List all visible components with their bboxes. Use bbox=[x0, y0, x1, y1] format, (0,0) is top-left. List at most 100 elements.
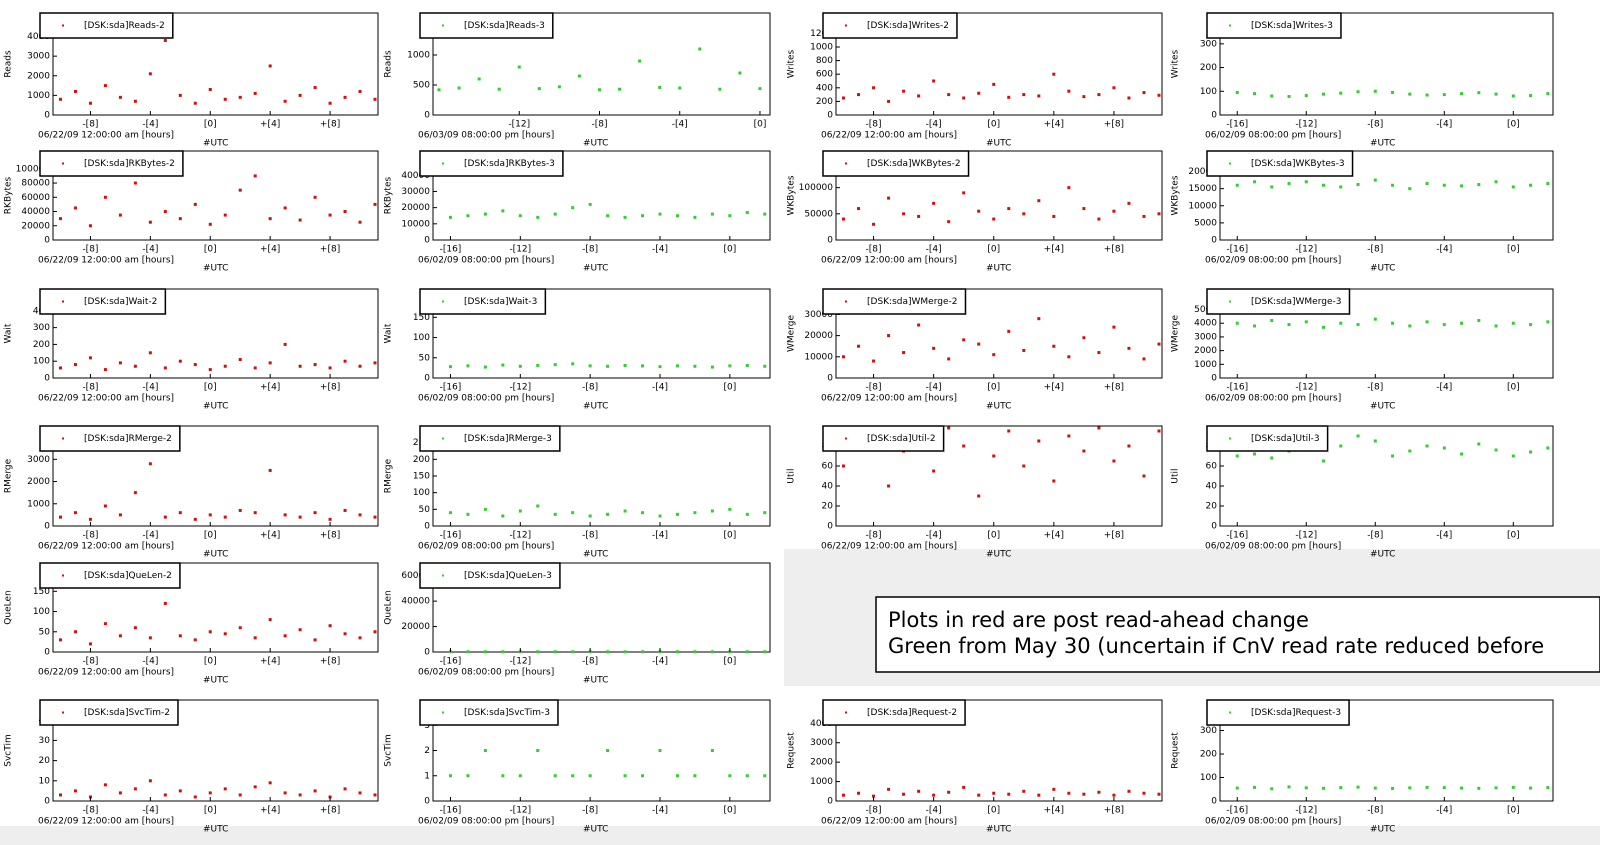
data-point bbox=[283, 791, 287, 795]
data-point bbox=[223, 364, 227, 368]
y-axis-label: Util bbox=[787, 468, 797, 483]
data-point bbox=[313, 511, 317, 515]
y-tick-label: 100 bbox=[33, 357, 50, 367]
data-point bbox=[1022, 212, 1026, 216]
data-point bbox=[343, 359, 347, 363]
x-tick-label: -[8] bbox=[582, 245, 598, 255]
data-point bbox=[501, 363, 505, 367]
data-point bbox=[1067, 186, 1071, 190]
data-point bbox=[1082, 336, 1086, 340]
data-point bbox=[437, 88, 441, 92]
data-point bbox=[917, 94, 921, 98]
legend: [DSK:sda]SvcTim-3 bbox=[419, 699, 559, 726]
data-point bbox=[328, 624, 332, 628]
x-axis-unit: #UTC bbox=[1370, 402, 1395, 412]
data-point bbox=[1022, 348, 1026, 352]
data-point bbox=[238, 358, 242, 362]
legend-label: [DSK:sda]QueLen-3 bbox=[464, 571, 552, 581]
data-point bbox=[238, 508, 242, 512]
data-point bbox=[466, 774, 470, 778]
data-point bbox=[103, 195, 107, 199]
x-axis-label: 06/02/09 08:00:00 pm [hours] bbox=[1205, 256, 1341, 266]
y-tick-label: 40000 bbox=[401, 597, 430, 607]
data-point bbox=[1529, 450, 1533, 454]
y-tick-label: 30 bbox=[39, 736, 51, 746]
y-tick-label: 50 bbox=[419, 353, 431, 363]
data-point bbox=[675, 774, 679, 778]
y-tick-label: 1000 bbox=[1194, 360, 1217, 370]
data-point bbox=[58, 217, 62, 221]
data-point bbox=[133, 491, 137, 495]
data-point bbox=[1127, 444, 1131, 448]
data-point bbox=[268, 618, 272, 622]
data-point bbox=[1157, 212, 1161, 216]
data-point bbox=[1157, 93, 1161, 97]
x-tick-label: -[4] bbox=[652, 383, 668, 393]
x-axis-unit: #UTC bbox=[986, 139, 1011, 149]
legend: [DSK:sda]RKBytes-3 bbox=[419, 150, 564, 177]
x-axis-unit: #UTC bbox=[986, 825, 1011, 835]
x-tick-label: -[8] bbox=[1367, 383, 1383, 393]
x-axis-unit: #UTC bbox=[203, 139, 228, 149]
data-point bbox=[641, 650, 645, 654]
legend-label: [DSK:sda]RMerge-2 bbox=[84, 434, 172, 444]
data-point bbox=[1022, 789, 1026, 793]
data-point bbox=[1082, 792, 1086, 796]
data-point bbox=[1494, 448, 1498, 452]
legend-marker bbox=[442, 162, 444, 165]
x-tick-label: -[8] bbox=[1367, 806, 1383, 816]
legend: [DSK:sda]QueLen-3 bbox=[419, 562, 561, 589]
data-point bbox=[178, 93, 182, 97]
x-tick-label: -[4] bbox=[142, 806, 158, 816]
x-axis-unit: #UTC bbox=[986, 264, 1011, 274]
data-point bbox=[517, 65, 521, 69]
data-point bbox=[268, 781, 272, 785]
x-tick-label: [0] bbox=[987, 383, 1000, 393]
x-tick-label: +[8] bbox=[320, 531, 340, 541]
data-point bbox=[1142, 91, 1146, 95]
y-tick-label: 200 bbox=[816, 97, 833, 107]
legend-marker bbox=[1229, 300, 1231, 303]
y-tick-label: 0 bbox=[1211, 236, 1217, 246]
data-point bbox=[178, 634, 182, 638]
data-point bbox=[1442, 446, 1446, 450]
data-point bbox=[1477, 318, 1481, 322]
x-tick-label: +[4] bbox=[260, 657, 280, 667]
data-point bbox=[1287, 323, 1291, 327]
data-point bbox=[58, 515, 62, 519]
x-tick-label: -[4] bbox=[926, 806, 942, 816]
data-point bbox=[1511, 94, 1515, 98]
x-tick-label: -[4] bbox=[926, 531, 942, 541]
data-point bbox=[932, 79, 936, 83]
data-point bbox=[962, 96, 966, 100]
y-tick-label: 4000 bbox=[810, 719, 833, 729]
data-point bbox=[1067, 434, 1071, 438]
y-tick-label: 200 bbox=[413, 455, 430, 465]
data-point bbox=[718, 87, 722, 91]
data-point bbox=[483, 212, 487, 216]
y-tick-label: 60 bbox=[1206, 462, 1218, 472]
x-axis-unit: #UTC bbox=[986, 402, 1011, 412]
data-point bbox=[675, 512, 679, 516]
data-point bbox=[1022, 93, 1026, 97]
y-tick-label: 50000 bbox=[804, 209, 833, 219]
legend-label: [DSK:sda]Reads-2 bbox=[84, 21, 165, 31]
y-axis-label: WKBytes bbox=[1171, 175, 1181, 215]
data-point bbox=[343, 508, 347, 512]
data-point bbox=[73, 789, 77, 793]
data-point bbox=[193, 638, 197, 642]
x-tick-label: -[4] bbox=[652, 806, 668, 816]
data-point bbox=[977, 342, 981, 346]
data-point bbox=[483, 365, 487, 369]
x-tick-label: +[4] bbox=[1044, 383, 1064, 393]
data-point bbox=[103, 368, 107, 372]
data-point bbox=[163, 38, 167, 42]
x-tick-label: -[12] bbox=[509, 657, 531, 667]
y-tick-label: 0 bbox=[1211, 522, 1217, 532]
y-axis-label: Request bbox=[1171, 732, 1181, 769]
data-point bbox=[373, 630, 377, 634]
data-point bbox=[118, 95, 122, 99]
data-point bbox=[88, 101, 92, 105]
data-point bbox=[1442, 93, 1446, 97]
y-tick-label: 2000 bbox=[1194, 346, 1217, 356]
